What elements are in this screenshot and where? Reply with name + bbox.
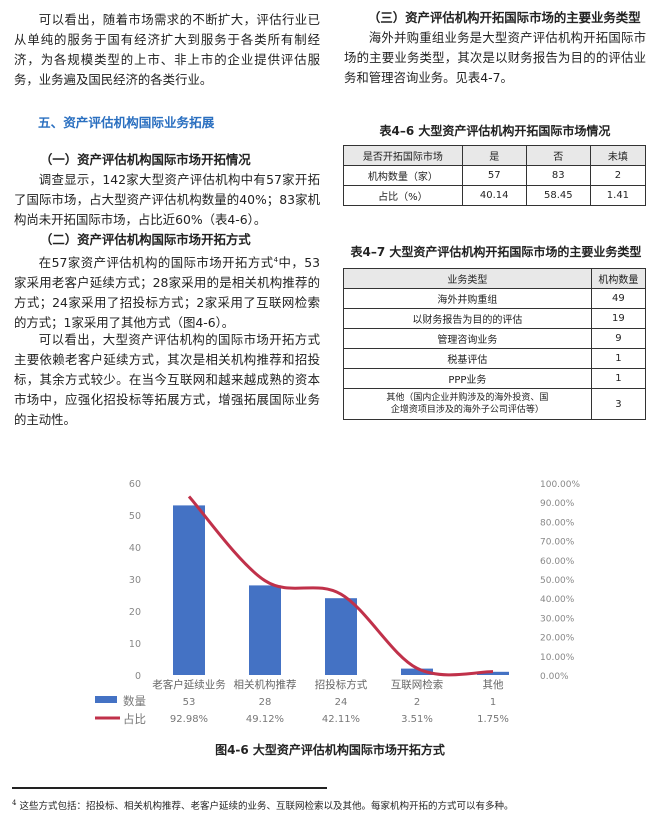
data-label-count: 28 xyxy=(259,697,272,708)
table-header-row: 是否开拓国际市场是否未填 xyxy=(343,145,647,166)
table-cell: 1.41 xyxy=(589,185,647,206)
data-label-count: 2 xyxy=(414,697,420,708)
table-cell: 业务类型 xyxy=(343,268,592,289)
bar xyxy=(401,668,433,675)
table-title: 表4–7 大型资产评估机构开拓国际市场的主要业务类型 xyxy=(350,245,642,259)
y-right-tick-label: 10.00% xyxy=(540,653,575,663)
table-row: PPP业务 1 xyxy=(343,368,647,389)
y-right-tick-label: 70.00% xyxy=(540,538,575,548)
table-cell: 是否开拓国际市场 xyxy=(343,145,463,166)
paragraph: 可以看出，随着市场需求的不断扩大，评估行业已从单纯的服务于国有经济扩大到服务于各… xyxy=(14,12,320,87)
category-label: 老客户延续业务 xyxy=(152,678,226,691)
table-row: 占比（%） 40.14 58.45 1.41 xyxy=(343,185,647,206)
y-right-tick-label: 0.00% xyxy=(540,672,569,682)
table-4-6: 是否开拓国际市场是否未填 机构数量（家） 57 83 2 占比（%） 40.14 58.45 1… xyxy=(343,145,647,206)
y-right-tick-label: 20.00% xyxy=(540,634,575,644)
y-right-tick-label: 90.00% xyxy=(540,499,575,509)
subsection-heading: （二）资产评估机构国际市场开拓方式 xyxy=(40,232,251,247)
y-left-tick-label: 30 xyxy=(129,575,141,586)
text: 中，53家采用老客户延续方式；28家采用的是相关机构推荐的方式；24家采用了招投… xyxy=(14,255,320,331)
table-cell: 19 xyxy=(590,308,647,329)
table-cell: 占比（%） xyxy=(343,185,463,206)
y-left-tick-label: 10 xyxy=(129,639,141,650)
data-label-percent: 49.12% xyxy=(246,714,284,725)
bar xyxy=(477,671,509,675)
table-row: 管理咨询业务 9 xyxy=(343,328,647,349)
table-cell: 3 xyxy=(590,388,647,420)
y-right-tick-label: 50.00% xyxy=(540,576,575,586)
footnote-divider xyxy=(12,787,327,789)
footnote-mark: 4 xyxy=(12,798,17,807)
y-left-tick-label: 60 xyxy=(129,479,141,490)
paragraph: 海外并购重组业务是大型资产评估机构开拓国际市场的主要业务类型，其次是以财务报告为… xyxy=(344,30,646,85)
category-label: 相关机构推荐 xyxy=(234,678,297,691)
bar xyxy=(325,598,357,675)
legend-label: 数量 xyxy=(123,694,146,708)
data-label-percent: 92.98% xyxy=(170,714,208,725)
section-heading: 五、资产评估机构国际业务拓展 xyxy=(38,115,215,130)
y-right-tick-label: 30.00% xyxy=(540,614,575,624)
paragraph: 可以看出，大型资产评估机构的国际市场开拓方式主要依赖老客户延续方式，其次是相关机… xyxy=(14,332,320,427)
category-label: 其他 xyxy=(483,678,504,691)
footnote-ref[interactable]: 4 xyxy=(273,256,279,264)
y-left-tick-label: 50 xyxy=(129,511,141,522)
data-label-percent: 42.11% xyxy=(322,714,360,725)
figure-caption: 图4-6 大型资产评估机构国际市场开拓方式 xyxy=(215,743,445,757)
data-label-count: 24 xyxy=(335,697,348,708)
y-right-tick-label: 80.00% xyxy=(540,518,575,528)
chart: 0 10 20 30 40 50 60 0.00% 10.00% 20.00% 30.00% 40.0… xyxy=(95,479,580,726)
legend-swatch-bar xyxy=(95,696,117,703)
table-cell: 其他（国内企业并购涉及的海外投资、国企增资项目涉及的海外子公司评估等） xyxy=(343,388,592,420)
data-label-count: 1 xyxy=(490,697,496,708)
subsection-heading: （一）资产评估机构国际市场开拓情况 xyxy=(40,152,251,167)
table-title: 表4–6 大型资产评估机构开拓国际市场情况 xyxy=(379,124,611,138)
bar xyxy=(249,585,281,675)
footnote-text: 这些方式包括：招投标、相关机构推荐、老客户延续的业务、互联网检索以及其他。每家机… xyxy=(19,801,514,812)
subsection-heading: （三）资产评估机构开拓国际市场的主要业务类型 xyxy=(368,10,641,25)
table-row: 其他（国内企业并购涉及的海外投资、国企增资项目涉及的海外子公司评估等） 3 xyxy=(343,388,647,420)
category-label: 互联网检索 xyxy=(391,678,444,691)
data-label-count: 53 xyxy=(183,697,196,708)
y-right-tick-label: 40.00% xyxy=(540,595,575,605)
y-right-tick-label: 60.00% xyxy=(540,557,575,567)
data-label-percent: 3.51% xyxy=(401,714,433,725)
table-cell: 否 xyxy=(525,145,591,166)
text: 在57家资产评估机构的国际市场开拓方式 xyxy=(38,255,274,271)
y-right-tick-label: 100.00% xyxy=(540,480,580,490)
table-cell: 未填 xyxy=(589,145,647,166)
table-row: 以财务报告为目的的评估 19 xyxy=(343,308,647,329)
paragraph: 调查显示，142家大型资产评估机构中有57家开拓了国际市场，占大型资产评估机构数… xyxy=(14,172,320,227)
table-header-row: 业务类型 机构数量 xyxy=(343,268,647,289)
bar xyxy=(173,505,205,675)
table-4-7: 业务类型 机构数量 海外并购重组 49 以财务报告为目的的评估 19 管理咨询业务 9 税基评估… xyxy=(343,268,647,420)
footnote: 4 这些方式包括：招投标、相关机构推荐、老客户延续的业务、互联网检索以及其他。每… xyxy=(12,798,514,812)
legend-label: 占比 xyxy=(123,712,146,726)
y-left-tick-label: 40 xyxy=(129,543,141,554)
category-label: 招投标方式 xyxy=(315,678,368,691)
y-left-tick-label: 0 xyxy=(135,671,141,682)
data-label-percent: 1.75% xyxy=(477,714,509,725)
series-line xyxy=(187,495,494,677)
table-cell: 58.45 xyxy=(525,185,591,206)
table-row: 机构数量（家） 57 83 2 xyxy=(343,165,647,186)
paragraph: 在57家资产评估机构的国际市场开拓方式4中，53家采用老客户延续方式；28家采用… xyxy=(14,250,320,333)
y-left-tick-label: 20 xyxy=(129,607,141,618)
